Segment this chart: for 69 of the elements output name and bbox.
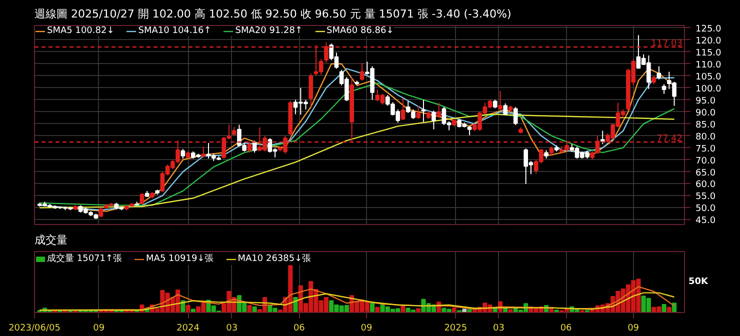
candlestick: [498, 90, 502, 112]
y-tick-label: 70.0: [696, 156, 716, 166]
legend-label: SMA5 100.82↓: [47, 26, 114, 36]
bar: [467, 309, 472, 312]
y-tick-label: 95.0: [696, 96, 716, 106]
bar: [400, 304, 406, 312]
y-tick-label: 100.0: [696, 84, 722, 94]
x-tick-label: 2023/06/05: [8, 324, 60, 334]
bar: [662, 304, 666, 312]
candlestick: [308, 72, 314, 108]
candlestick: [400, 98, 406, 121]
legend-label: MA5 10919↓張: [146, 252, 214, 265]
x-tick-label: 09: [628, 324, 640, 334]
x-tick-label: 06: [293, 324, 306, 334]
candlestick: [656, 66, 662, 80]
candlestick: [432, 110, 436, 130]
x-tick-label: 03: [226, 324, 238, 334]
y-tick-label: 120.0: [696, 36, 722, 46]
bar: [554, 310, 559, 312]
legend-label: MA10 26385↓張: [238, 252, 312, 265]
candlestick: [360, 62, 364, 82]
x-tick-label: 09: [360, 324, 372, 334]
y-tick-label: 110.0: [696, 60, 722, 70]
x-tick-label: 2024: [176, 324, 200, 334]
candlestick: [436, 102, 441, 118]
legend-label: SMA60 86.86↓: [326, 26, 394, 36]
y-tick-label: 115.0: [696, 48, 722, 58]
candlestick: [416, 105, 421, 120]
chart-title: 成交量: [34, 234, 68, 246]
ref-line-label: 117.03: [651, 39, 683, 50]
candlestick: [600, 130, 605, 145]
y-tick-label: 80.0: [696, 132, 716, 142]
x-tick-label: 09: [93, 324, 105, 334]
bar: [462, 308, 467, 312]
y-tick-label: 105.0: [696, 72, 722, 82]
y-tick-label: 75.0: [696, 144, 716, 154]
candlestick: [252, 140, 257, 154]
y-tick-label: 125.0: [696, 24, 722, 34]
chart-title: 週線圖 2025/10/27 開 102.00 高 102.50 低 92.50 收 96.50 元 量 15071 張 -3.40 (-3.40%): [34, 8, 512, 20]
x-tick-label: 2025: [444, 324, 468, 334]
x-tick-label: 03: [493, 324, 505, 334]
y-tick-label: 60.0: [696, 180, 716, 190]
candlestick: [513, 106, 518, 126]
text: 50K: [688, 277, 710, 287]
bar: [252, 306, 257, 312]
y-tick-label: 55.0: [696, 192, 716, 202]
candlestick: [421, 99, 426, 122]
candlestick: [201, 146, 206, 158]
legend-label: SMA20 91.28↑: [235, 26, 303, 36]
ref-line-label: 77.42: [656, 134, 682, 144]
candlestick: [662, 84, 666, 94]
y-tick-label: 50.0: [696, 204, 716, 214]
bar: [375, 306, 380, 312]
y-tick-label: 65.0: [696, 168, 716, 178]
candlestick: [98, 207, 104, 218]
candlestick: [180, 148, 186, 160]
bar: [416, 308, 421, 312]
y-tick-label: 90.0: [696, 108, 716, 118]
x-tick-label: 06: [560, 324, 572, 334]
candlestick: [503, 102, 508, 116]
bar: [190, 308, 196, 312]
y-tick-label: 85.0: [696, 120, 716, 130]
bar: [247, 304, 252, 312]
bar: [666, 306, 672, 312]
bar: [508, 309, 513, 312]
legend-label: 成交量 15071↑張: [47, 252, 122, 265]
y-tick-label: 45.0: [696, 216, 716, 226]
legend-label: SMA10 104.16↑: [138, 26, 212, 36]
bar: [293, 296, 298, 312]
